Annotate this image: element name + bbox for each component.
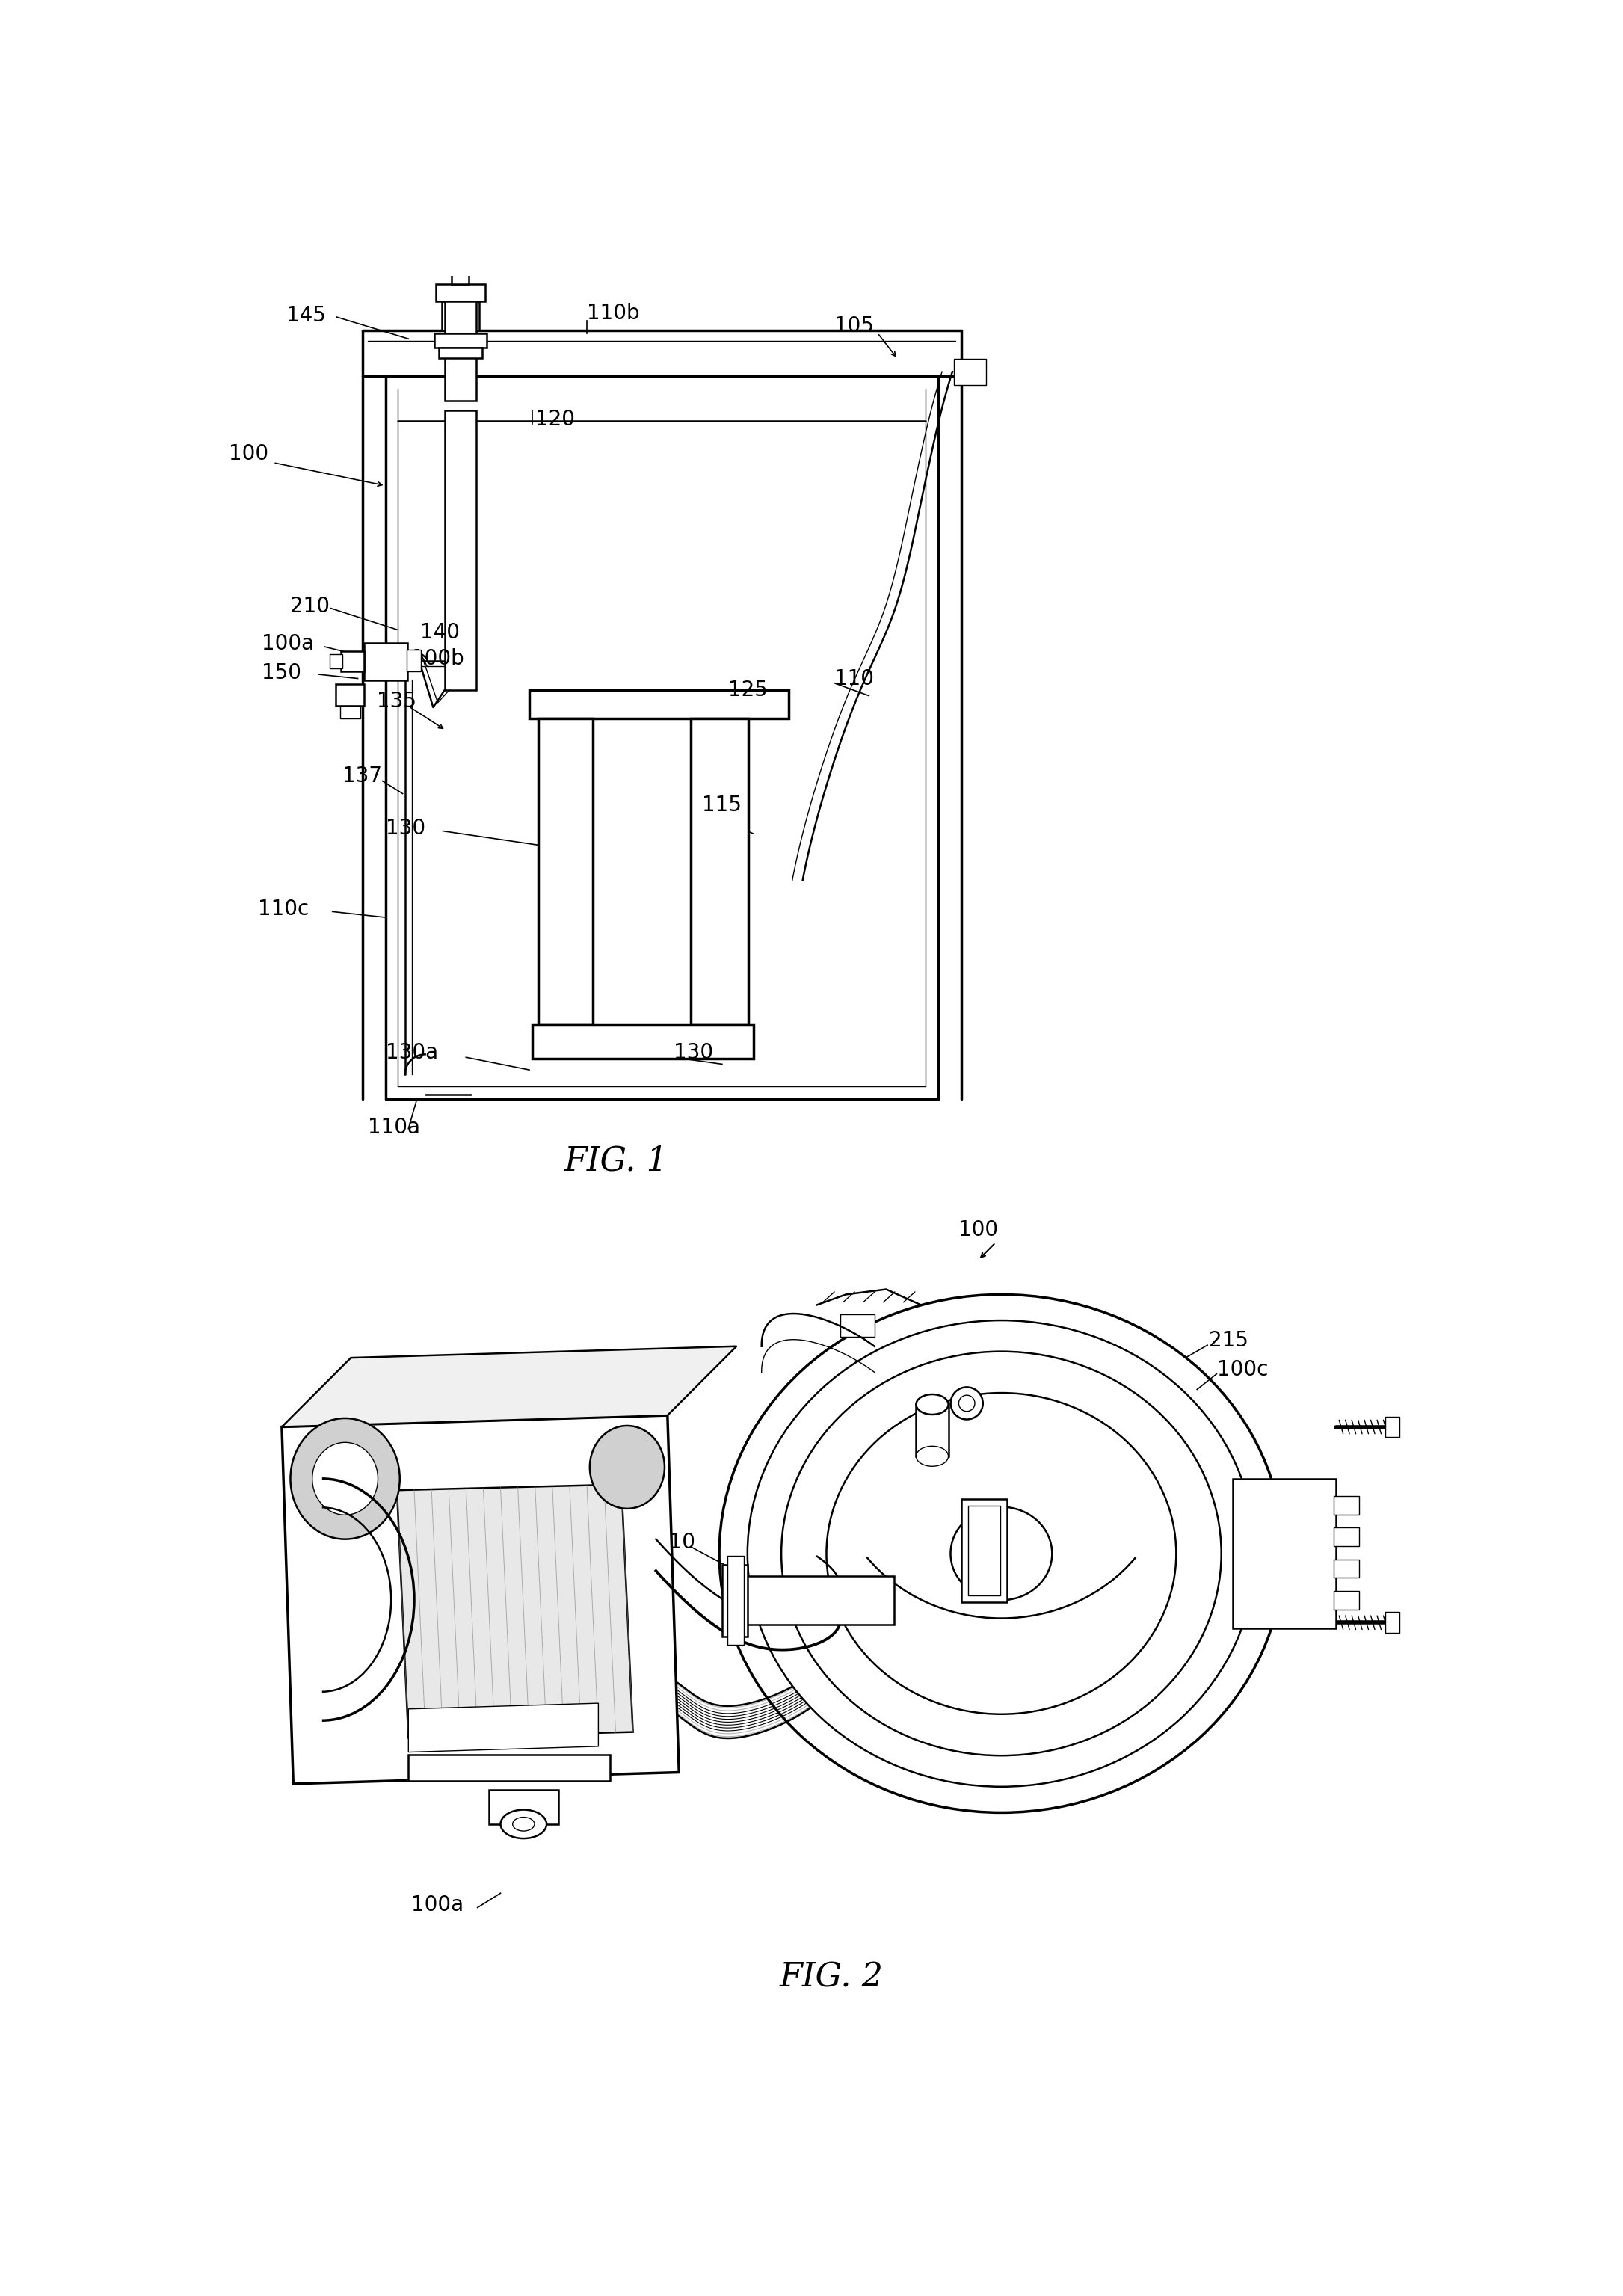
Bar (1232, 1479, 1336, 1628)
Text: FIG. 1: FIG. 1 (563, 1146, 667, 1178)
Bar (1334, 1591, 1358, 1609)
Bar (451, 255, 469, 285)
Ellipse shape (951, 1506, 1052, 1600)
Text: 120: 120 (536, 409, 575, 429)
Bar (435, 333, 487, 347)
Bar (915, 1405, 948, 1456)
Text: 110c: 110c (258, 898, 308, 918)
Text: 215: 215 (1209, 1329, 1248, 1350)
Text: 100: 100 (229, 443, 268, 464)
Ellipse shape (748, 1320, 1255, 1786)
Ellipse shape (781, 1352, 1222, 1756)
Polygon shape (282, 1345, 737, 1426)
Bar (445, 301, 476, 400)
Circle shape (959, 1396, 975, 1412)
Text: 137: 137 (342, 767, 381, 788)
Text: 110: 110 (834, 668, 875, 689)
Circle shape (951, 1387, 984, 1419)
Bar (967, 1506, 1000, 1596)
Text: FIG. 2: FIG. 2 (779, 1961, 883, 1993)
Text: 100: 100 (958, 1219, 998, 1240)
Bar (448, 241, 472, 257)
Bar (529, 691, 789, 719)
Text: 150: 150 (351, 1444, 391, 1467)
Ellipse shape (719, 1295, 1284, 1812)
Bar (407, 650, 420, 673)
Text: 115: 115 (703, 794, 742, 815)
Text: 125: 125 (727, 680, 768, 700)
Bar (1334, 1559, 1358, 1577)
Text: 145: 145 (286, 305, 326, 326)
Text: 100b: 100b (411, 647, 464, 668)
Bar (532, 1024, 753, 1058)
Bar (438, 347, 482, 358)
Bar (441, 301, 479, 331)
Ellipse shape (513, 1816, 534, 1830)
Bar (1334, 1497, 1358, 1515)
Bar (954, 358, 985, 386)
Bar (445, 411, 476, 691)
Text: 105: 105 (834, 317, 875, 338)
Ellipse shape (589, 1426, 664, 1508)
Polygon shape (409, 1704, 599, 1752)
Bar (453, 230, 467, 241)
Bar (339, 707, 360, 719)
Text: 130: 130 (385, 817, 425, 838)
Bar (489, 1789, 558, 1823)
Bar (329, 654, 342, 668)
Text: 130: 130 (674, 1042, 712, 1063)
Text: 210: 210 (656, 1531, 696, 1552)
Polygon shape (282, 1414, 678, 1784)
Text: 130a: 130a (385, 1042, 438, 1063)
Ellipse shape (915, 1446, 948, 1467)
Ellipse shape (500, 1809, 547, 1839)
Bar (841, 1313, 875, 1336)
Bar (961, 1499, 1006, 1603)
Bar (341, 650, 364, 673)
Bar (364, 643, 407, 680)
Text: 100c: 100c (1217, 1359, 1268, 1380)
Text: 210: 210 (291, 597, 329, 618)
Bar (336, 684, 364, 707)
Bar (690, 719, 748, 1024)
Bar (1384, 1612, 1399, 1632)
Text: 100a: 100a (411, 1894, 464, 1915)
Text: 100a: 100a (261, 634, 313, 654)
Ellipse shape (312, 1442, 378, 1515)
Text: 110b: 110b (588, 303, 639, 324)
Bar (1334, 1527, 1358, 1545)
Bar (437, 285, 485, 301)
Bar (537, 719, 592, 1024)
Ellipse shape (915, 1394, 948, 1414)
Bar (409, 1754, 610, 1782)
Ellipse shape (291, 1419, 399, 1538)
Ellipse shape (826, 1394, 1177, 1715)
Bar (727, 1557, 743, 1644)
Text: 140: 140 (420, 622, 459, 643)
Text: 135: 135 (377, 691, 417, 712)
Bar (734, 1575, 894, 1626)
Bar (1384, 1417, 1399, 1437)
Bar (722, 1564, 748, 1637)
Text: 150: 150 (261, 661, 302, 684)
Polygon shape (398, 1486, 633, 1738)
Text: 110a: 110a (368, 1118, 420, 1139)
